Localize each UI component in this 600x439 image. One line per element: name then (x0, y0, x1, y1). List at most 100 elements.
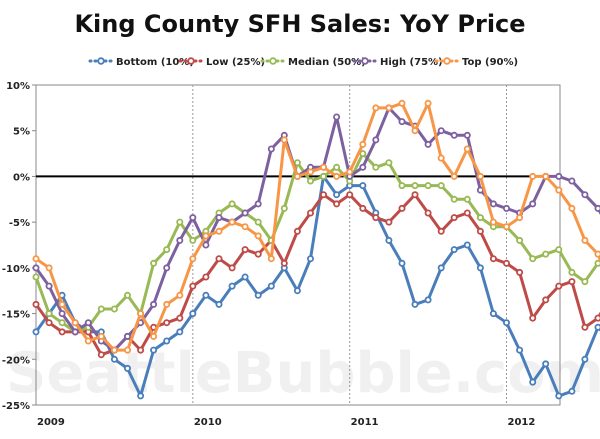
data-point (58, 328, 66, 336)
data-point (359, 150, 367, 158)
data-point (529, 314, 537, 322)
data-point (45, 319, 53, 327)
data-point (594, 259, 600, 267)
data-point (516, 236, 524, 244)
data-point (45, 282, 53, 290)
data-point (150, 259, 158, 267)
data-point (202, 232, 210, 240)
data-point (45, 310, 53, 318)
data-point (437, 264, 445, 272)
data-point (581, 323, 589, 331)
data-point (581, 355, 589, 363)
data-point (372, 104, 380, 112)
data-point (293, 159, 301, 167)
plot-frame (35, 84, 561, 406)
data-point (215, 227, 223, 235)
data-point (97, 332, 105, 340)
data-point (411, 300, 419, 308)
data-point (241, 273, 249, 281)
data-point (594, 204, 600, 212)
series-line (34, 106, 600, 352)
data-point (228, 200, 236, 208)
data-point (176, 314, 184, 322)
data-point (267, 282, 275, 290)
data-point (241, 223, 249, 231)
data-point (529, 378, 537, 386)
data-point (163, 319, 171, 327)
data-point (319, 172, 327, 180)
data-point (84, 319, 92, 327)
data-point (372, 136, 380, 144)
data-point (568, 204, 576, 212)
data-point (555, 186, 563, 194)
data-point (241, 246, 249, 254)
data-point (124, 346, 132, 354)
data-point (228, 264, 236, 272)
data-point (594, 250, 600, 258)
data-point (411, 127, 419, 135)
data-point (228, 218, 236, 226)
data-point (150, 346, 158, 354)
data-point (450, 246, 458, 254)
data-point (476, 214, 484, 222)
data-point (594, 314, 600, 322)
legend-marker (97, 57, 105, 65)
data-point (267, 255, 275, 263)
data-point (137, 310, 145, 318)
data-point (306, 209, 314, 217)
data-point (359, 204, 367, 212)
x-tick-label: 2011 (351, 417, 379, 428)
data-point (163, 264, 171, 272)
data-point (306, 255, 314, 263)
data-point (398, 99, 406, 107)
x-tick-label: 2012 (508, 417, 536, 428)
data-point (398, 259, 406, 267)
data-point (568, 177, 576, 185)
data-point (516, 268, 524, 276)
data-point (450, 195, 458, 203)
data-point (306, 168, 314, 176)
data-point (280, 259, 288, 267)
data-point (215, 255, 223, 263)
x-tick-label: 2009 (37, 417, 65, 428)
data-point (437, 182, 445, 190)
data-point (333, 191, 341, 199)
data-point (71, 328, 79, 336)
data-point (319, 191, 327, 199)
y-tick-label: -10% (2, 264, 30, 275)
data-point (463, 131, 471, 139)
data-point (254, 200, 262, 208)
y-tick-label: -5% (9, 218, 30, 229)
data-point (411, 191, 419, 199)
series-5 (32, 99, 600, 354)
data-point (385, 104, 393, 112)
data-point (542, 172, 550, 180)
data-point (346, 168, 354, 176)
data-point (581, 191, 589, 199)
data-point (542, 250, 550, 258)
data-point (280, 136, 288, 144)
data-point (489, 310, 497, 318)
data-point (228, 282, 236, 290)
data-point (424, 209, 432, 217)
data-point (110, 346, 118, 354)
data-point (437, 154, 445, 162)
data-point (529, 200, 537, 208)
chart-title: King County SFH Sales: YoY Price (74, 10, 525, 38)
data-point (32, 328, 40, 336)
data-point (202, 241, 210, 249)
data-point (424, 182, 432, 190)
data-point (476, 264, 484, 272)
data-point (110, 305, 118, 313)
data-point (437, 127, 445, 135)
data-point (516, 346, 524, 354)
data-point (502, 319, 510, 327)
data-point (319, 163, 327, 171)
plot-area: 10% 5% 0% -5% -10% -15% -20% -25% 2009 2010 2011 20… (2, 81, 600, 428)
data-point (463, 145, 471, 153)
legend-label: Top (90%) (462, 57, 518, 68)
data-point (32, 273, 40, 281)
data-point (137, 346, 145, 354)
data-point (189, 255, 197, 263)
